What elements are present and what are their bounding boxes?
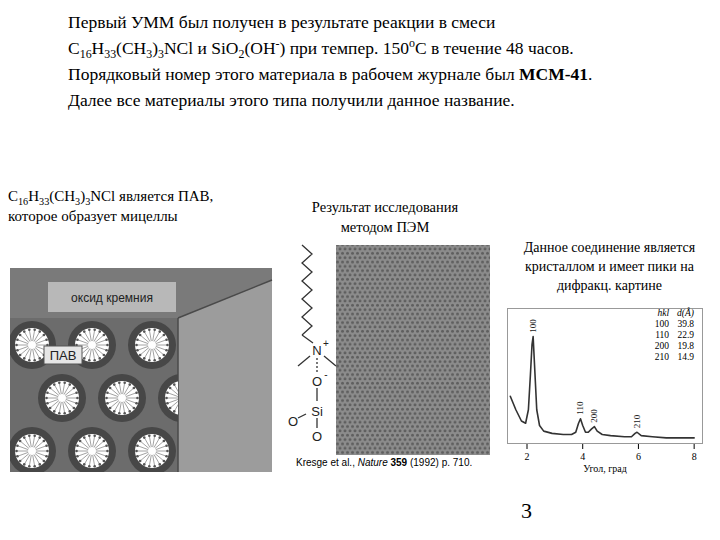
html-text:3: 3 bbox=[521, 498, 532, 523]
html-text:дифракц. картине: дифракц. картине bbox=[556, 278, 663, 293]
svg-text:Si: Si bbox=[311, 404, 323, 419]
html-text:100: 100 bbox=[654, 319, 670, 329]
svg-text:O: O bbox=[312, 374, 322, 389]
html-text:110: 110 bbox=[655, 330, 670, 340]
html-text:Далее все материалы этого типа: Далее все материалы этого типа получили … bbox=[68, 90, 515, 110]
svg-text:ПАВ: ПАВ bbox=[50, 348, 77, 363]
svg-text:-: - bbox=[324, 369, 327, 380]
html-text:методом ПЭМ: методом ПЭМ bbox=[340, 219, 430, 235]
html-text:14.9: 14.9 bbox=[677, 352, 694, 362]
svg-text:N: N bbox=[312, 343, 321, 358]
html-text:кристаллом и имеет пики на: кристаллом и имеет пики на bbox=[525, 259, 694, 274]
html-text:C16H33(CH3)3NCl и SiO2(OH-) пр: C16H33(CH3)3NCl и SiO2(OH-) при темпер. … bbox=[68, 35, 574, 62]
html-text:Порядковый номер этого материа: Порядковый номер этого материала в рабоч… bbox=[68, 64, 593, 84]
html-text:22.9: 22.9 bbox=[677, 330, 694, 340]
svg-text:Угол, град: Угол, град bbox=[583, 463, 627, 474]
html-text:200: 200 bbox=[654, 341, 670, 351]
html-text:C16H33(CH3)3NCl является ПАВ,: C16H33(CH3)3NCl является ПАВ, bbox=[8, 188, 214, 207]
html-text:hkl: hkl bbox=[657, 308, 670, 318]
svg-text:110: 110 bbox=[575, 401, 585, 415]
svg-text:4: 4 bbox=[580, 451, 585, 462]
html-text:d(Å): d(Å) bbox=[677, 308, 694, 318]
svg-text:O: O bbox=[288, 414, 298, 429]
svg-text:6: 6 bbox=[636, 451, 641, 462]
svg-text:8: 8 bbox=[692, 451, 697, 462]
html-text:Результат исследования: Результат исследования bbox=[311, 199, 459, 215]
html-text:19.8: 19.8 bbox=[677, 341, 694, 351]
html-text:Kresge et al., Nature 359 (199: Kresge et al., Nature 359 (1992) p. 710. bbox=[296, 457, 473, 468]
html-text:которое образует мицеллы: которое образует мицеллы bbox=[8, 208, 178, 224]
html-text:210: 210 bbox=[654, 352, 670, 362]
svg-text:+: + bbox=[323, 338, 329, 349]
html-text:39.8: 39.8 bbox=[677, 319, 694, 329]
html-text:Данное соединение является: Данное соединение является bbox=[523, 240, 696, 255]
svg-text:100: 100 bbox=[528, 319, 538, 333]
svg-text:2: 2 bbox=[525, 451, 530, 462]
svg-text:O: O bbox=[312, 429, 322, 444]
svg-text:оксид кремния: оксид кремния bbox=[71, 291, 153, 305]
svg-text:210: 210 bbox=[632, 414, 642, 428]
html-text:Первый УММ был получен в резул: Первый УММ был получен в результате реак… bbox=[68, 12, 496, 32]
svg-text:200: 200 bbox=[589, 409, 599, 423]
